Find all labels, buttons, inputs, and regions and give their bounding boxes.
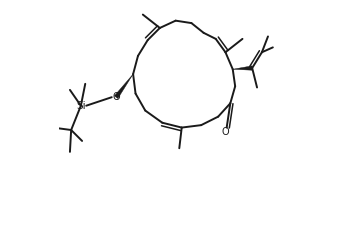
Polygon shape — [114, 74, 133, 98]
Text: O: O — [222, 127, 229, 137]
Polygon shape — [233, 66, 252, 70]
Text: O: O — [112, 92, 120, 102]
Text: Si: Si — [76, 101, 86, 111]
